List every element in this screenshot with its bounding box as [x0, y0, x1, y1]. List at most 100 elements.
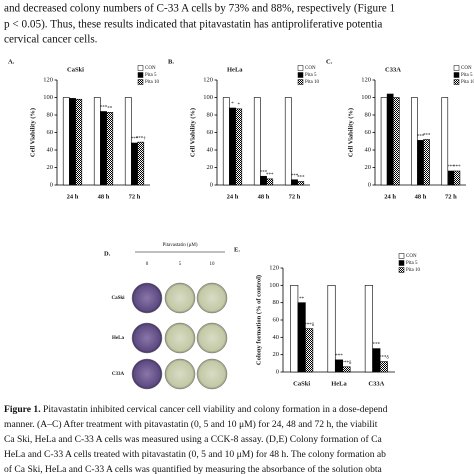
y-tick-label: 0: [210, 181, 213, 188]
panel-letter: E.: [234, 246, 240, 253]
dish: [131, 282, 163, 314]
legend-swatch: [297, 72, 304, 78]
legend-swatch: [398, 260, 405, 266]
caption-line: manner. (A–C) After treatment with pitav…: [4, 419, 378, 430]
paragraph-line: p < 0.05). Thus, these results indicated…: [4, 19, 382, 31]
significance-marker: ***: [100, 106, 108, 111]
y-tick-label: 60: [273, 316, 280, 323]
y-tick-label: 120: [203, 76, 213, 83]
significance-marker: ***: [291, 174, 299, 179]
legend-label: Pita 10: [406, 268, 421, 273]
legend-label: CON: [406, 254, 417, 259]
legend-swatch: [297, 79, 304, 85]
y-tick-label: 60: [47, 129, 54, 136]
significance-marker: ***δ: [342, 361, 353, 366]
x-tick-label: HeLa: [331, 380, 347, 387]
y-tick-label: 80: [273, 299, 280, 306]
bar: [290, 285, 299, 373]
x-tick-label: 48 h: [98, 193, 110, 200]
caption-label: Figure 1.: [4, 404, 41, 415]
row-label: CaSki: [111, 296, 125, 301]
significance-marker: ***: [417, 135, 425, 140]
chart-title: HeLa: [227, 66, 243, 73]
caption-text: Pitavastatin inhibited cervical cancer c…: [43, 404, 388, 415]
chart-title: C33A: [385, 66, 401, 73]
bar: [417, 140, 424, 186]
significance-marker: ***: [423, 134, 431, 139]
bar: [411, 97, 418, 186]
x-tick-label: 72 h: [445, 193, 457, 200]
legend-swatch: [453, 79, 460, 85]
dish: [196, 282, 228, 314]
significance-marker: ***: [447, 165, 455, 170]
x-tick-label: CaSki: [293, 380, 310, 387]
x-tick-label: 24 h: [227, 193, 239, 200]
y-tick-label: 80: [207, 111, 214, 118]
paragraph-line: and decreased colony numbers of C-33 A c…: [4, 3, 395, 15]
y-tick-label: 80: [365, 111, 372, 118]
y-tick-label: 100: [203, 94, 213, 101]
bar: [137, 141, 145, 186]
y-tick-label: 40: [47, 146, 54, 153]
bar: [222, 97, 230, 186]
bar: [364, 285, 373, 373]
legend-swatch: [137, 79, 144, 85]
bar: [106, 112, 114, 186]
legend-label: Pita 10: [305, 80, 320, 85]
dish: [164, 322, 196, 354]
y-axis-label: Colony formation (% of control): [255, 275, 262, 365]
bar: [297, 181, 305, 186]
legend-swatch: [453, 72, 460, 78]
bar: [235, 108, 243, 186]
column-label: 5: [179, 262, 182, 267]
panel-letter: B.: [168, 58, 174, 65]
bar: [453, 170, 461, 186]
y-tick-label: 120: [361, 76, 371, 83]
legend-label: CON: [305, 66, 316, 71]
row-label: HeLa: [112, 336, 124, 341]
bar: [327, 285, 336, 373]
significance-marker: ***: [266, 173, 274, 178]
chart-title: CaSki: [67, 66, 84, 73]
significance-marker: ***δ: [304, 323, 315, 328]
significance-marker: ***δ: [379, 356, 390, 361]
y-axis-label: Cell Viability (%): [347, 108, 354, 157]
legend-swatch: [398, 267, 405, 273]
significance-marker: **: [107, 107, 113, 112]
y-tick-label: 20: [273, 351, 280, 358]
bar: [131, 142, 138, 186]
x-tick-label: 72 h: [289, 193, 301, 200]
legend-label: Pita 5: [406, 261, 418, 266]
bar: [423, 139, 430, 186]
caption-line: Ca Ski, HeLa and C-33 A cells was measur…: [4, 434, 382, 445]
dish: [164, 282, 196, 314]
legend-swatch: [137, 72, 144, 78]
panel-letter: C.: [326, 58, 333, 65]
bar: [229, 107, 236, 186]
dish: [196, 322, 228, 354]
bar: [253, 97, 261, 186]
caption-line: Figure 1. Pitavastatin inhibited cervica…: [4, 404, 388, 415]
panel-letter: D.: [104, 250, 111, 257]
colony-panel: D. Pitavastatin (μM): [104, 243, 225, 257]
bar: [441, 97, 449, 186]
bar: [100, 111, 107, 186]
column-label: 10: [210, 262, 216, 267]
bar: [379, 361, 388, 373]
y-tick-label: 20: [47, 164, 54, 171]
bar: [372, 348, 381, 373]
y-tick-label: 40: [365, 146, 372, 153]
x-tick-label: C33A: [368, 380, 384, 387]
significance-marker: ***: [453, 165, 461, 170]
significance-marker: ***: [131, 137, 139, 142]
y-tick-label: 80: [47, 111, 54, 118]
bar: [69, 98, 76, 186]
legend-label: Pita 10: [461, 80, 474, 85]
significance-marker: ***: [335, 354, 343, 359]
y-axis-label: Cell Viability (%): [29, 108, 36, 157]
legend-label: Pita 5: [305, 73, 317, 78]
y-tick-label: 120: [43, 76, 53, 83]
column-label: 0: [146, 262, 149, 267]
legend-swatch: [297, 65, 304, 71]
y-axis-label: Cell Viability (%): [189, 108, 196, 157]
